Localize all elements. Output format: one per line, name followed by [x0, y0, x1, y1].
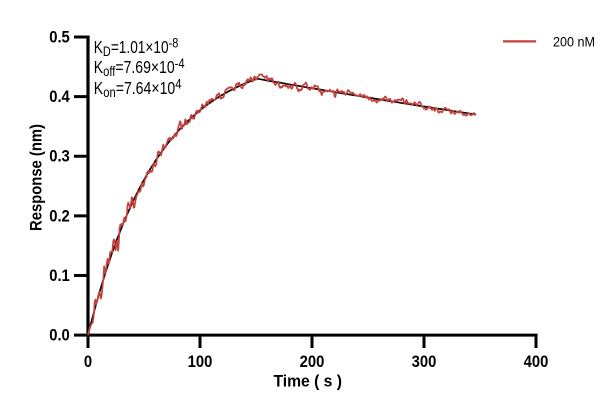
svg-text:100: 100	[188, 353, 213, 371]
svg-text:300: 300	[412, 353, 437, 371]
svg-text:0.5: 0.5	[49, 29, 70, 47]
svg-text:0.1: 0.1	[49, 267, 70, 285]
svg-text:KD=1.01×10-8: KD=1.01×10-8	[94, 35, 179, 59]
svg-text:Kon=7.64×104: Kon=7.64×104	[94, 76, 182, 100]
svg-text:0: 0	[84, 353, 92, 371]
svg-text:200: 200	[300, 353, 325, 371]
svg-text:0.0: 0.0	[49, 327, 70, 345]
svg-text:0.4: 0.4	[49, 88, 70, 106]
svg-text:0.2: 0.2	[49, 207, 70, 225]
svg-text:Time ( s ): Time ( s )	[273, 372, 342, 391]
svg-text:200 nM: 200 nM	[553, 34, 595, 50]
svg-text:400: 400	[524, 353, 549, 371]
svg-text:0.3: 0.3	[49, 148, 70, 166]
svg-text:Koff=7.69×10-4: Koff=7.69×10-4	[94, 56, 185, 80]
svg-text:Response (nm): Response (nm)	[28, 124, 46, 231]
